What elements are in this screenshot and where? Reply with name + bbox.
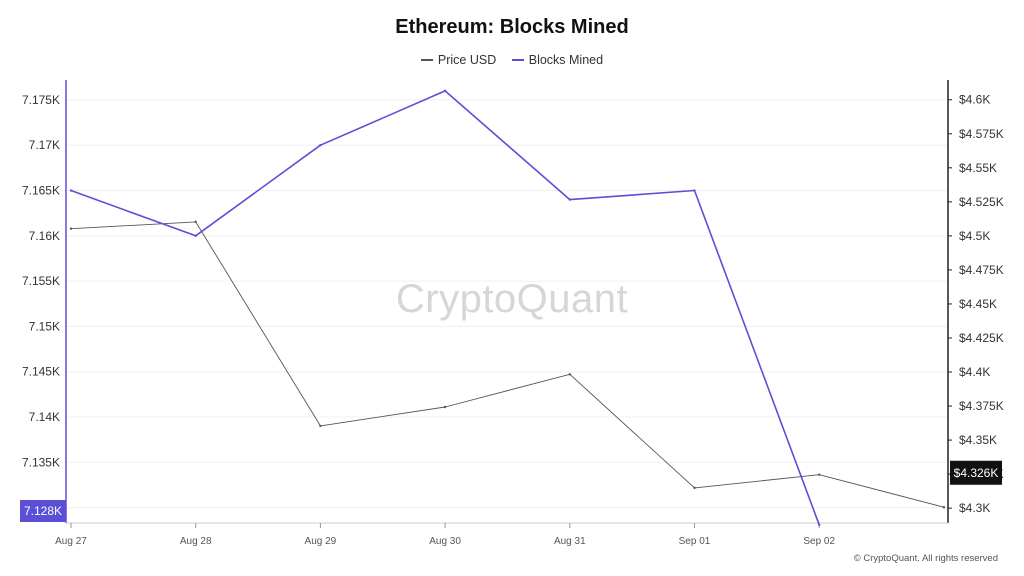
left-tick-label: 7.155K — [22, 274, 60, 288]
left-tick-label: 7.17K — [29, 138, 60, 152]
right-tick-label: $4.55K — [959, 161, 997, 175]
watermark: CryptoQuant — [395, 277, 629, 321]
x-tick-label: Aug 29 — [305, 536, 337, 547]
right-tick-label: $4.5K — [959, 229, 990, 243]
left-tick-label: 7.175K — [22, 93, 60, 107]
data-point-blocks-mined — [69, 189, 73, 192]
data-point-blocks-mined — [568, 198, 571, 201]
data-point-price-usd — [693, 486, 696, 490]
left-current-label: 7.128K — [24, 504, 62, 518]
legend-label-blocks-mined: Blocks Mined — [528, 53, 604, 67]
x-tick-label: Aug 31 — [554, 536, 586, 547]
right-tick-label: $4.575K — [959, 127, 1004, 141]
data-point-blocks-mined — [693, 189, 696, 192]
right-tick-label: $4.45K — [959, 297, 997, 311]
right-tick-label: $4.425K — [959, 331, 1004, 345]
x-tick-label: Sep 01 — [679, 536, 711, 547]
data-point-blocks-mined — [194, 234, 197, 238]
right-tick-label: $4.375K — [959, 399, 1004, 413]
right-current-label: $4.326K — [954, 466, 999, 480]
data-point-price-usd — [69, 227, 73, 230]
x-tick-label: Aug 28 — [180, 536, 212, 547]
left-tick-label: 7.14K — [29, 410, 60, 424]
right-tick-label: $4.3K — [959, 501, 990, 515]
x-tick-label: Aug 30 — [429, 536, 461, 547]
legend-swatch-price-usd — [420, 59, 433, 61]
left-tick-label: 7.145K — [22, 365, 60, 379]
x-tick-label: Aug 27 — [55, 536, 87, 547]
legend-label-price-usd: Price USD — [437, 53, 497, 67]
data-point-price-usd — [818, 473, 821, 476]
left-tick-label: 7.15K — [29, 319, 60, 333]
right-current-badge — [950, 460, 1002, 485]
data-point-price-usd — [194, 220, 197, 224]
legend-item-blocks-mined[interactable]: Blocks Mined — [511, 53, 604, 67]
right-tick-label: $4.35K — [959, 433, 997, 447]
legend-swatch-blocks-mined — [511, 59, 524, 61]
chart-title: Ethereum: Blocks Mined — [395, 16, 629, 38]
data-point-price-usd — [319, 424, 322, 428]
series-line-price-usd — [70, 221, 945, 508]
copyright-text: © CryptoQuant. All rights reserved — [853, 553, 998, 564]
data-point-blocks-mined — [443, 89, 447, 93]
legend: Price USD Blocks Mined — [0, 50, 1024, 67]
data-point-blocks-mined — [319, 144, 322, 147]
data-point-blocks-mined — [818, 523, 821, 527]
left-tick-label: 7.165K — [22, 184, 60, 198]
right-tick-label: $4.4K — [959, 365, 990, 379]
right-tick-label: $4.475K — [959, 263, 1004, 277]
data-point-price-usd — [568, 373, 571, 376]
right-tick-label: $4.6K — [959, 93, 990, 107]
left-tick-label: 7.135K — [22, 455, 60, 469]
right-tick-label: $4.525K — [959, 195, 1004, 209]
legend-item-price-usd[interactable]: Price USD — [420, 53, 497, 67]
series-line-blocks-mined — [70, 90, 820, 526]
left-tick-label: 7.16K — [29, 229, 60, 243]
data-point-price-usd — [443, 405, 447, 409]
left-current-badge — [20, 500, 66, 522]
data-point-price-usd — [942, 506, 946, 509]
x-tick-label: Sep 02 — [803, 536, 835, 547]
